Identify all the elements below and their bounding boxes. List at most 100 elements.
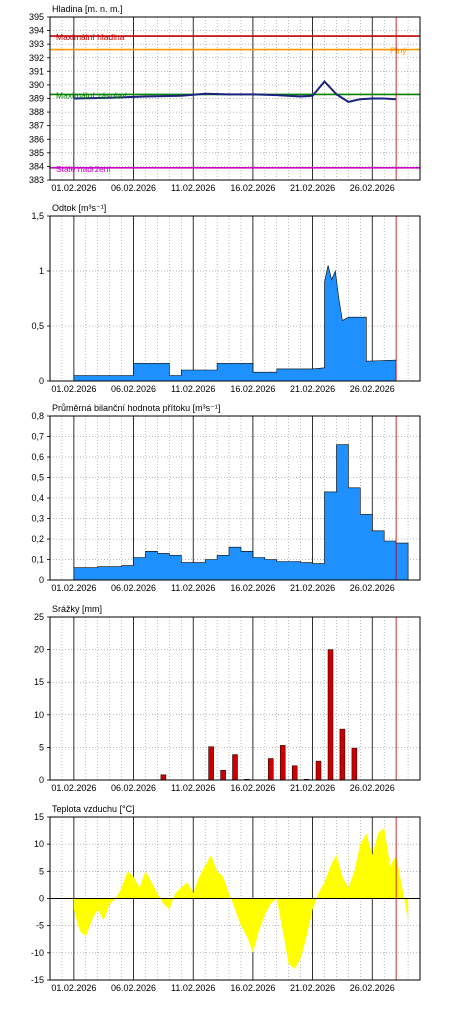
x-tick-label: 26.02.2026 xyxy=(350,384,395,394)
precip-bar xyxy=(268,758,274,781)
y-tick-label: 386 xyxy=(29,134,44,144)
y-tick-label: 25 xyxy=(34,612,44,622)
y-tick-label: 391 xyxy=(29,66,44,76)
precip-bar xyxy=(232,754,238,781)
x-tick-label: 16.02.2026 xyxy=(230,983,275,993)
area-series xyxy=(73,265,397,382)
y-tick-label: 395 xyxy=(29,12,44,22)
x-tick-label: 26.02.2026 xyxy=(350,783,395,793)
x-tick-label: 06.02.2026 xyxy=(111,783,156,793)
y-tick-label: 10 xyxy=(34,839,44,849)
precip-bar xyxy=(315,760,322,781)
step-area-series xyxy=(73,444,409,581)
x-tick-label: 21.02.2026 xyxy=(290,783,335,793)
x-tick-label: 21.02.2026 xyxy=(290,183,335,193)
x-tick-label: 01.02.2026 xyxy=(51,384,96,394)
water-level-line xyxy=(73,79,397,103)
y-tick-label: 1 xyxy=(39,266,44,276)
y-tick-label: 387 xyxy=(29,121,44,131)
x-tick-label: 16.02.2026 xyxy=(230,183,275,193)
y-tick-label: 0,5 xyxy=(31,473,44,483)
y-tick-label: 0,7 xyxy=(31,432,44,442)
x-tick-label: 16.02.2026 xyxy=(230,583,275,593)
x-tick-label: 06.02.2026 xyxy=(111,583,156,593)
y-tick-label: 1,5 xyxy=(31,211,44,221)
chart-title: Odtok [m³s⁻¹] xyxy=(52,203,106,213)
x-tick-label: 11.02.2026 xyxy=(171,783,215,793)
y-tick-label: 393 xyxy=(29,39,44,49)
x-tick-label: 11.02.2026 xyxy=(171,384,215,394)
chart-panel-3: 0 0,1 0,2 0,3 0,4 0,5 0,6 0,7 0,8 01.02.2026 06.02… xyxy=(31,403,421,593)
precip-bar xyxy=(339,728,346,781)
precip-bar xyxy=(327,649,334,781)
x-tick-label: 01.02.2026 xyxy=(51,183,96,193)
y-tick-label: 15 xyxy=(34,812,44,822)
plot-frame xyxy=(49,215,421,382)
y-tick-label: 0,3 xyxy=(31,514,44,524)
x-tick-label: 16.02.2026 xyxy=(230,384,275,394)
y-tick-label: -10 xyxy=(31,948,44,958)
y-tick-label: 15 xyxy=(34,677,44,687)
y-tick-label: 5 xyxy=(39,866,44,876)
y-tick-label: 390 xyxy=(29,80,44,90)
chart-title: Hladina [m. n. m.] xyxy=(52,4,123,14)
y-tick-label: -5 xyxy=(36,921,44,931)
reference-label: Plný xyxy=(390,46,407,56)
x-tick-label: 06.02.2026 xyxy=(111,384,156,394)
precip-bar xyxy=(208,746,214,781)
y-tick-label: 0 xyxy=(39,376,44,386)
chart-panel-1: Maximální hladina Plný Maximální zásobní St… xyxy=(29,4,421,193)
chart-title: Průměrná bilanční hodnota přítoku [m³s⁻¹… xyxy=(52,403,220,413)
x-tick-label: 21.02.2026 xyxy=(290,983,335,993)
x-tick-label: 01.02.2026 xyxy=(51,983,96,993)
x-tick-label: 26.02.2026 xyxy=(350,183,395,193)
y-tick-label: 392 xyxy=(29,53,44,63)
y-tick-label: 0,5 xyxy=(31,321,44,331)
y-tick-label: 0,2 xyxy=(31,534,44,544)
x-tick-label: 01.02.2026 xyxy=(51,783,96,793)
y-tick-label: 0,8 xyxy=(31,411,44,421)
reference-label: Maximální zásobní xyxy=(56,90,128,100)
x-tick-label: 06.02.2026 xyxy=(111,183,156,193)
chart-panel-5: -15 -10 -5 0 5 10 15 01.02.2026 06.02.2026 11.02.… xyxy=(31,804,421,993)
y-tick-label: 389 xyxy=(29,94,44,104)
x-tick-label: 21.02.2026 xyxy=(290,583,335,593)
y-tick-label: 384 xyxy=(29,161,44,171)
y-tick-label: 0 xyxy=(39,575,44,585)
y-tick-label: 0 xyxy=(39,775,44,785)
precip-bar xyxy=(291,765,298,781)
precip-bar xyxy=(351,747,358,781)
x-tick-label: 16.02.2026 xyxy=(230,783,275,793)
y-tick-label: 0,1 xyxy=(31,555,44,565)
x-tick-label: 11.02.2026 xyxy=(171,983,215,993)
precip-bar xyxy=(220,769,226,781)
x-tick-label: 06.02.2026 xyxy=(111,983,156,993)
y-tick-label: 0,6 xyxy=(31,452,44,462)
reference-label: Stálé nadržení xyxy=(56,164,111,174)
reference-label: Maximální hladina xyxy=(56,32,125,42)
x-tick-label: 21.02.2026 xyxy=(290,384,335,394)
y-tick-label: 10 xyxy=(34,710,44,720)
chart-panel-4: 0 5 10 15 20 25 01.02.2026 06.02.2026 11.02.2026… xyxy=(34,604,421,793)
y-tick-label: 0 xyxy=(39,894,44,904)
y-tick-label: -15 xyxy=(31,975,44,985)
y-tick-label: 20 xyxy=(34,645,44,655)
chart-panel-2: 0 0,5 1 1,5 01.02.2026 06.02.2026 11.02.2026 16… xyxy=(31,203,421,394)
y-tick-label: 383 xyxy=(29,175,44,185)
y-tick-label: 394 xyxy=(29,26,44,36)
x-tick-label: 11.02.2026 xyxy=(171,583,215,593)
x-tick-label: 26.02.2026 xyxy=(350,983,395,993)
x-tick-label: 26.02.2026 xyxy=(350,583,395,593)
chart-title: Srážky [mm] xyxy=(52,604,102,614)
x-tick-label: 11.02.2026 xyxy=(171,183,215,193)
y-tick-label: 0,4 xyxy=(31,493,44,503)
precip-bar xyxy=(279,745,286,781)
plot-frame xyxy=(49,616,421,781)
chart-title: Teplota vzduchu [°C] xyxy=(52,804,135,814)
y-tick-label: 385 xyxy=(29,148,44,158)
y-tick-label: 388 xyxy=(29,107,44,117)
precip-bar xyxy=(160,774,167,781)
y-tick-label: 5 xyxy=(39,742,44,752)
